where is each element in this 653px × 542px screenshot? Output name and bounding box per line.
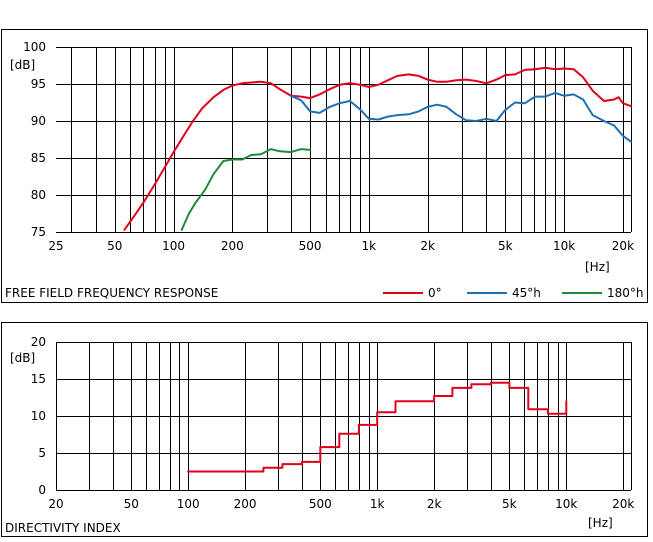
series-lines xyxy=(187,381,568,473)
x-tick-label: 20k xyxy=(612,239,634,253)
y-tick-label: 75 xyxy=(31,225,46,239)
series-line-0 xyxy=(123,66,632,231)
x-tick-label: 10k xyxy=(553,239,575,253)
x-tick-label: 1k xyxy=(362,239,377,253)
x-tick-label: 200 xyxy=(221,239,244,253)
y-axis-label: [dB] xyxy=(10,351,35,365)
x-tick-label: 50 xyxy=(107,239,122,253)
x-tick-label: 200 xyxy=(234,497,257,511)
x-tick-label: 5k xyxy=(498,239,513,253)
x-tick-labels: 25 50 100 200 500 1k 2k 5k 10k 20k xyxy=(48,239,634,253)
x-tick-label: 50 xyxy=(124,497,139,511)
chart-title: FREE FIELD FREQUENCY RESPONSE xyxy=(5,286,218,300)
panel-frame xyxy=(1,29,648,303)
series-line-45-h xyxy=(290,91,632,143)
y-tick-label: 80 xyxy=(31,188,46,202)
legend-label: 45°h xyxy=(512,286,541,300)
x-tick-label: 20k xyxy=(612,497,634,511)
legend: 0° 45°h 180°h xyxy=(383,286,644,300)
x-tick-label: 2k xyxy=(420,239,435,253)
series-lines xyxy=(123,66,632,231)
y-tick-labels: 75 80 85 90 95 100 xyxy=(23,40,46,239)
x-tick-label: 2k xyxy=(427,497,442,511)
y-tick-label: 15 xyxy=(31,372,46,386)
y-tick-label: 0 xyxy=(38,483,46,497)
legend-label: 180°h xyxy=(607,286,644,300)
y-axis-label: [dB] xyxy=(10,58,35,72)
y-tick-label: 20 xyxy=(31,335,46,349)
x-tick-label: 100 xyxy=(162,239,185,253)
x-tick-label: 20 xyxy=(48,497,63,511)
x-tick-label: 25 xyxy=(48,239,63,253)
y-tick-label: 95 xyxy=(31,77,46,91)
grid-lines xyxy=(56,47,632,233)
panel-frame xyxy=(1,322,648,537)
series-line-series xyxy=(187,381,568,473)
x-tick-label: 100 xyxy=(177,497,200,511)
x-tick-label: 500 xyxy=(309,497,332,511)
x-tick-label: 5k xyxy=(502,497,517,511)
x-tick-label: 1k xyxy=(370,497,385,511)
chart-title: DIRECTIVITY INDEX xyxy=(5,521,121,535)
y-tick-label: 100 xyxy=(23,40,46,54)
x-axis-label: [Hz] xyxy=(585,260,610,274)
x-tick-labels: 20 50 100 200 500 1k 2k 5k 10k 20k xyxy=(48,497,634,511)
y-tick-label: 90 xyxy=(31,114,46,128)
x-tick-label: 10k xyxy=(555,497,577,511)
y-tick-label: 5 xyxy=(38,446,46,460)
legend-label: 0° xyxy=(428,286,442,300)
x-axis-label: [Hz] xyxy=(588,516,613,530)
grid-lines xyxy=(56,342,632,491)
y-tick-label: 10 xyxy=(31,409,46,423)
series-line-180-h xyxy=(180,148,312,231)
x-tick-label: 500 xyxy=(299,239,322,253)
y-tick-labels: 0 5 10 15 20 xyxy=(31,335,46,497)
y-tick-label: 85 xyxy=(31,151,46,165)
